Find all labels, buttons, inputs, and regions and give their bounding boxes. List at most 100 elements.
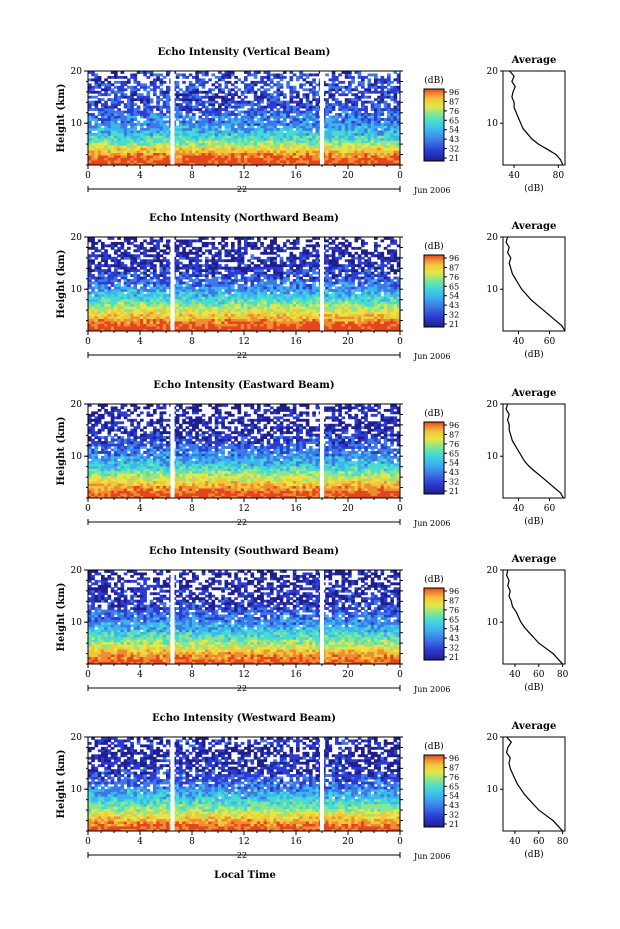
colorbar-tick-label: 43: [449, 135, 459, 144]
data-gap: [170, 237, 175, 331]
x-tick-label: 8: [189, 171, 195, 181]
colorbar-tick-label: 76: [449, 773, 459, 782]
colorbar-tick-label: 43: [449, 301, 459, 310]
heatmap: [88, 71, 401, 166]
panel-title: Echo Intensity (Northward Beam): [149, 213, 339, 224]
x-tick-label: 0: [397, 837, 403, 847]
y-axis-label: Height (km): [56, 84, 67, 153]
colorbar-unit: (dB): [424, 741, 443, 752]
y-axis-label: Height (km): [56, 750, 67, 819]
x-tick-label: 4: [137, 670, 143, 680]
y-tick-label: 20: [71, 733, 83, 743]
data-gap: [320, 570, 324, 664]
x-tick-label: 16: [290, 171, 302, 181]
profile-y-tick-label: 20: [487, 400, 499, 410]
profile-x-axis-label: (dB): [524, 682, 543, 693]
x-tick-label: 0: [85, 337, 91, 347]
profile-x-tick-label: 80: [557, 670, 569, 680]
profile-y-tick-label: 10: [487, 285, 499, 295]
profile-x-tick-label: 40: [509, 837, 521, 847]
profile-title: Average: [511, 55, 557, 66]
colorbar-tick-label: 21: [449, 653, 459, 662]
colorbar-unit: (dB): [424, 75, 443, 86]
y-tick-label: 20: [71, 233, 83, 243]
colorbar-unit: (dB): [424, 408, 443, 419]
month-year-label: Jun 2006: [413, 352, 450, 361]
profile-frame: [502, 403, 566, 499]
profile-title: Average: [511, 221, 557, 232]
month-year-label: Jun 2006: [413, 519, 450, 528]
profile-y-tick-label: 10: [487, 119, 499, 129]
colorbar-tick-label: 65: [449, 782, 459, 791]
x-tick-label: 0: [397, 504, 403, 514]
colorbar-tick-label: 96: [449, 88, 459, 97]
profile-x-tick-label: 40: [513, 504, 525, 514]
x-tick-label: 0: [397, 670, 403, 680]
profile-x-axis-label: (dB): [524, 183, 543, 194]
panel-4: Echo Intensity (Westward Beam) 20 10 Height…: [56, 713, 569, 861]
profile-frame: [502, 569, 566, 665]
x-tick-label: 0: [85, 504, 91, 514]
colorbar-tick-label: 87: [449, 97, 459, 106]
colorbar-tick-label: 87: [449, 596, 459, 605]
colorbar: [423, 754, 445, 828]
y-tick-label: 20: [71, 400, 83, 410]
panel-1: Echo Intensity (Northward Beam) 20 10 Heigh…: [56, 213, 566, 361]
data-gap: [320, 71, 324, 165]
data-gap: [170, 71, 175, 165]
data-gap: [320, 404, 324, 498]
month-year-label: Jun 2006: [413, 852, 450, 861]
colorbar-tick-label: 54: [449, 625, 459, 634]
colorbar: [423, 587, 445, 661]
x-tick-label: 16: [290, 337, 302, 347]
y-tick-label: 20: [71, 566, 83, 576]
x-tick-label: 8: [189, 504, 195, 514]
data-gap: [170, 570, 175, 664]
profile-title: Average: [511, 721, 557, 732]
colorbar-tick-label: 76: [449, 440, 459, 449]
y-tick-label: 20: [71, 67, 83, 77]
x-tick-label: 0: [85, 837, 91, 847]
data-gap: [320, 237, 324, 331]
panel-title: Echo Intensity (Vertical Beam): [158, 47, 331, 58]
x-tick-label: 0: [85, 670, 91, 680]
data-gap: [170, 404, 175, 498]
profile-line: [505, 569, 564, 665]
y-tick-label: 10: [71, 119, 83, 129]
colorbar-tick-label: 76: [449, 107, 459, 116]
x-tick-label: 4: [137, 171, 143, 181]
heatmap: [88, 404, 401, 499]
panel-3: Echo Intensity (Southward Beam) 20 10 Heigh…: [56, 546, 569, 694]
x-tick-label: 20: [342, 504, 354, 514]
x-tick-label: 12: [238, 670, 249, 680]
profile-x-tick-label: 60: [533, 670, 545, 680]
panel-title: Echo Intensity (Eastward Beam): [153, 380, 334, 391]
profile-line: [505, 736, 564, 832]
colorbar-tick-label: 21: [449, 487, 459, 496]
profile-title: Average: [511, 388, 557, 399]
profile-x-tick-label: 40: [513, 337, 525, 347]
colorbar-tick-label: 32: [449, 478, 459, 487]
y-axis-label: Height (km): [56, 250, 67, 319]
panel-title: Echo Intensity (Westward Beam): [152, 713, 336, 724]
profile-line: [505, 236, 566, 332]
colorbar-tick-label: 32: [449, 145, 459, 154]
colorbar-tick-label: 96: [449, 421, 459, 430]
colorbar-tick-label: 76: [449, 606, 459, 615]
x-tick-label: 8: [189, 670, 195, 680]
x-tick-label: 20: [342, 670, 354, 680]
colorbar-tick-label: 65: [449, 282, 459, 291]
panel-0: Echo Intensity (Vertical Beam) 20 10 Height…: [56, 47, 566, 195]
colorbar-tick-label: 54: [449, 792, 459, 801]
day-label: 22: [237, 684, 247, 693]
x-tick-label: 20: [342, 837, 354, 847]
colorbar-tick-label: 65: [449, 116, 459, 125]
profile-x-tick-label: 40: [509, 670, 521, 680]
colorbar-tick-label: 43: [449, 634, 459, 643]
colorbar-unit: (dB): [424, 574, 443, 585]
x-tick-label: 20: [342, 171, 354, 181]
month-year-label: Jun 2006: [413, 685, 450, 694]
day-label: 22: [237, 351, 247, 360]
profile-frame: [502, 70, 566, 166]
